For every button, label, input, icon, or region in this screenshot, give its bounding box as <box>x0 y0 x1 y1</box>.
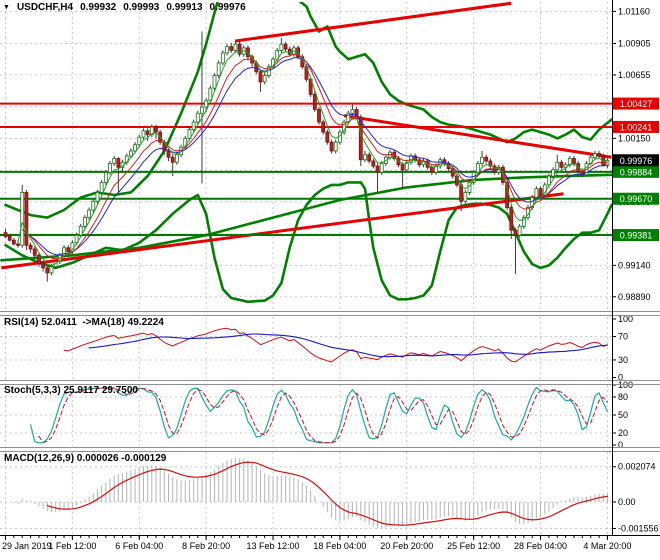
svg-text:0: 0 <box>618 373 623 383</box>
stoch-k-line <box>30 386 608 444</box>
symbol-period-label: USDCHF,H4 <box>16 2 74 13</box>
stoch-d-line <box>38 387 608 444</box>
candles-layer <box>3 31 610 282</box>
svg-text:4 Mar 20:00: 4 Mar 20:00 <box>583 541 631 551</box>
svg-text:0.98890: 0.98890 <box>618 292 651 302</box>
bollinger-lower-band <box>4 181 612 304</box>
svg-text:1.01160: 1.01160 <box>618 6 650 16</box>
svg-text:0.99976: 0.99976 <box>620 156 653 166</box>
level-badge-1.00241: 1.00241 <box>613 120 659 133</box>
svg-text:1.00427: 1.00427 <box>620 99 653 109</box>
svg-text:50: 50 <box>618 410 628 420</box>
svg-text:0.99884: 0.99884 <box>620 167 653 177</box>
ema-fast-line <box>17 50 608 266</box>
svg-text:1 Feb 12:00: 1 Feb 12:00 <box>48 541 96 551</box>
svg-text:28 Feb 04:00: 28 Feb 04:00 <box>514 541 567 551</box>
svg-text:29 Jan 2019: 29 Jan 2019 <box>2 541 52 551</box>
svg-text:1.00655: 1.00655 <box>618 70 651 80</box>
stoch-panel[interactable] <box>0 385 612 446</box>
svg-text:0.99140: 0.99140 <box>618 260 651 270</box>
macd-signal-line <box>46 461 608 526</box>
svg-text:100: 100 <box>618 314 633 324</box>
svg-text:0.00: 0.00 <box>618 497 636 507</box>
svg-text:8 Feb 20:00: 8 Feb 20:00 <box>182 541 230 551</box>
svg-text:0.002074: 0.002074 <box>618 462 656 472</box>
level-badge-0.99884: 0.99884 <box>613 165 659 178</box>
ema-mid-line <box>21 53 608 260</box>
level-badge-0.99381: 0.99381 <box>613 229 659 242</box>
level-badge-0.99670: 0.99670 <box>613 192 659 205</box>
svg-text:1.00150: 1.00150 <box>618 133 651 143</box>
svg-text:1.00905: 1.00905 <box>618 38 651 48</box>
high-value: 0.99993 <box>123 2 160 13</box>
svg-text:30: 30 <box>618 355 628 365</box>
open-value: 0.99932 <box>80 2 117 13</box>
trendline-2[interactable] <box>1 192 564 270</box>
stoch-title: Stoch(5,3,3) 25.9117 29.7500 <box>4 385 138 396</box>
svg-text:13 Feb 12:00: 13 Feb 12:00 <box>246 541 299 551</box>
price-axis[interactable]: 1.011601.009051.006551.004051.001500.998… <box>612 6 659 533</box>
current-price-badge: 0.99976 <box>613 154 659 167</box>
rsi-panel[interactable] <box>0 317 612 379</box>
main-panel[interactable] <box>0 0 612 310</box>
macd-histogram <box>13 457 608 529</box>
rsi-line <box>63 327 608 363</box>
symbol-marker-icon[interactable]: ▼ <box>3 3 10 11</box>
svg-text:20: 20 <box>618 428 628 438</box>
trendline-0[interactable] <box>235 2 512 43</box>
svg-text:20 Feb 20:00: 20 Feb 20:00 <box>380 541 433 551</box>
svg-text:6 Feb 04:00: 6 Feb 04:00 <box>115 541 163 551</box>
svg-text:0.99670: 0.99670 <box>620 194 653 204</box>
rsi-title: RSI(14) 52.0411 ->MA(18) 49.2224 <box>4 317 164 328</box>
bollinger-upper-band <box>4 2 612 219</box>
svg-text:18 Feb 04:00: 18 Feb 04:00 <box>313 541 366 551</box>
level-badge-1.00427: 1.00427 <box>613 97 659 110</box>
close-value: 0.99976 <box>209 2 246 13</box>
macd-title: MACD(12,26,9) 0.000026 -0.000129 <box>4 453 167 464</box>
svg-text:80: 80 <box>618 392 628 402</box>
slow-ma-line <box>0 173 612 262</box>
ema-slow-line <box>25 57 608 256</box>
trendline-1[interactable] <box>343 114 612 159</box>
svg-text:1.00241: 1.00241 <box>620 122 653 132</box>
svg-text:25 Feb 12:00: 25 Feb 12:00 <box>447 541 500 551</box>
low-value: 0.99913 <box>166 2 203 13</box>
svg-text:-0.001556: -0.001556 <box>618 523 659 533</box>
svg-text:0: 0 <box>618 440 623 450</box>
rsi-ma-line <box>88 333 608 358</box>
macd-panel[interactable] <box>0 452 612 534</box>
chart-title: ▼ USDCHF,H4 0.99932 0.99993 0.99913 0.99… <box>3 1 246 14</box>
svg-text:70: 70 <box>618 332 628 342</box>
svg-text:0.99381: 0.99381 <box>620 231 653 241</box>
